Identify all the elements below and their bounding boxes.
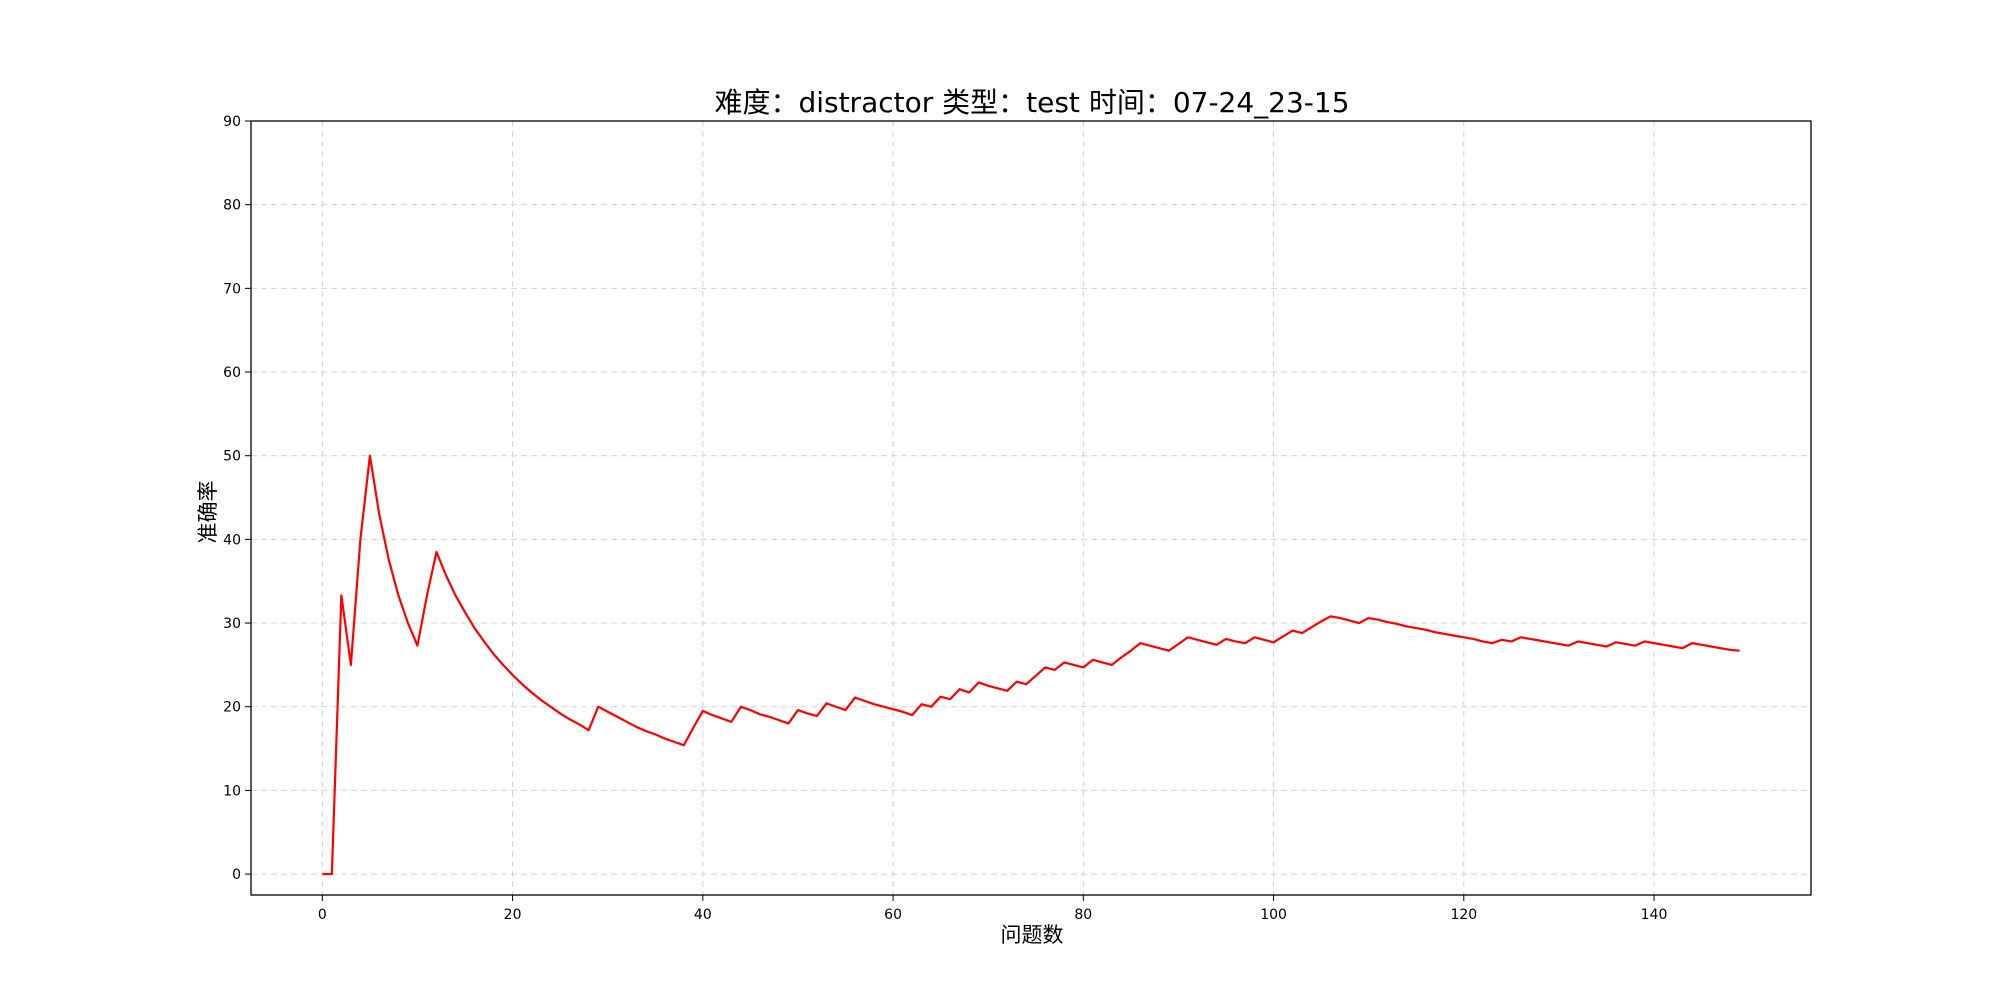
x-axis-label: 问题数 <box>1001 923 1064 947</box>
chart-title: 难度：distractor 类型：test 时间：07-24_23-15 <box>714 86 1349 119</box>
y-tick-label: 80 <box>223 198 241 214</box>
y-tick-label: 40 <box>223 532 241 548</box>
x-tick-label: 20 <box>504 907 522 923</box>
y-tick-label: 70 <box>223 281 241 297</box>
y-tick-label: 10 <box>223 783 241 799</box>
x-tick-label: 80 <box>1074 907 1092 923</box>
x-tick-label: 120 <box>1450 907 1477 923</box>
y-tick-label: 20 <box>223 700 241 716</box>
axis-ticks: 0 20 40 60 80 100 120 140 0 10 20 30 40 50 60 70 80 90 <box>223 114 1667 923</box>
x-tick-label: 60 <box>884 907 902 923</box>
y-tick-label: 60 <box>223 365 241 381</box>
x-tick-label: 140 <box>1641 907 1668 923</box>
x-tick-label: 0 <box>318 907 327 923</box>
y-axis-label: 准确率 <box>196 481 220 544</box>
grid-lines <box>251 120 1811 895</box>
x-tick-label: 40 <box>694 907 712 923</box>
y-tick-label: 0 <box>232 867 241 883</box>
series-layer <box>322 454 1740 876</box>
x-tick-label: 100 <box>1260 907 1287 923</box>
y-tick-label: 30 <box>223 616 241 632</box>
plot-frame <box>250 120 1812 896</box>
y-tick-label: 50 <box>223 449 241 465</box>
accuracy-line <box>322 454 1740 876</box>
y-tick-label: 90 <box>223 114 241 130</box>
